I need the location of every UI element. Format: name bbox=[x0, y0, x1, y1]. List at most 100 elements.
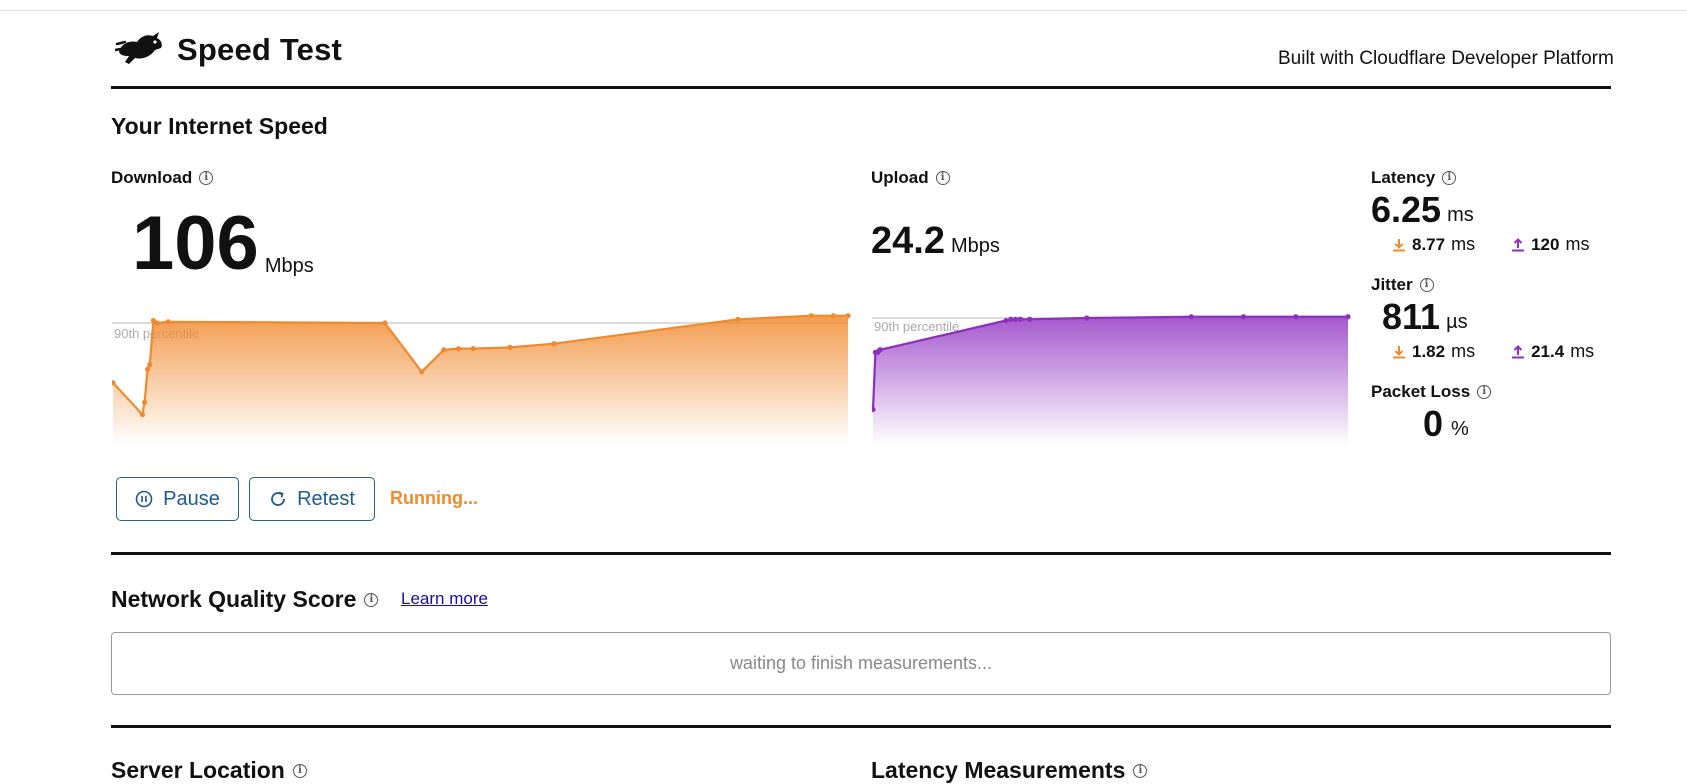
upload-point bbox=[1008, 316, 1014, 322]
download-info-icon[interactable]: i bbox=[199, 171, 214, 185]
packet-loss-label: Packet Loss i bbox=[1371, 382, 1492, 402]
latency-measurements-info-icon[interactable]: i bbox=[1133, 763, 1148, 778]
jitter-value-group: 811 µs bbox=[1382, 299, 1468, 335]
retest-button[interactable]: Retest bbox=[249, 477, 375, 521]
jitter-value: 811 bbox=[1382, 296, 1441, 337]
download-point bbox=[830, 313, 836, 319]
quality-divider bbox=[111, 725, 1611, 728]
upload-point bbox=[1003, 317, 1009, 324]
latency-breakdown: 8.77 ms 120 ms bbox=[1392, 234, 1589, 255]
jitter-unit: µs bbox=[1446, 311, 1468, 333]
latency-info-icon[interactable]: i bbox=[1442, 171, 1457, 185]
download-point bbox=[147, 361, 153, 368]
download-unit: Mbps bbox=[264, 255, 314, 277]
jitter-up-value: 21.4 bbox=[1531, 341, 1565, 361]
packet-loss-info-icon[interactable]: i bbox=[1477, 385, 1492, 399]
download-point bbox=[455, 346, 462, 352]
upload-arrow-icon bbox=[1512, 344, 1525, 358]
upload-point bbox=[1293, 314, 1299, 320]
latency-up-value: 120 bbox=[1531, 234, 1560, 254]
network-quality-title: Network Quality Score bbox=[111, 586, 357, 612]
upload-unit: Mbps bbox=[950, 235, 1000, 257]
top-border bbox=[0, 10, 1687, 11]
download-point bbox=[419, 369, 425, 375]
network-quality-info-icon[interactable]: i bbox=[364, 592, 379, 607]
download-point bbox=[845, 313, 851, 319]
speed-divider bbox=[111, 552, 1611, 555]
latency-value-group: 6.25 ms bbox=[1371, 192, 1474, 228]
download-point bbox=[150, 317, 157, 324]
network-quality-placeholder: waiting to finish measurements... bbox=[729, 653, 993, 673]
upload-point bbox=[1084, 315, 1090, 321]
upload-point bbox=[1017, 316, 1023, 322]
upload-point bbox=[1027, 316, 1033, 322]
download-point bbox=[139, 411, 145, 418]
download-label: Download i bbox=[111, 168, 214, 188]
download-area bbox=[113, 315, 848, 445]
server-location-info-icon[interactable]: i bbox=[292, 763, 307, 778]
download-point bbox=[154, 320, 160, 326]
pause-button-label: Pause bbox=[163, 487, 220, 510]
built-with-text: Built with Cloudflare Developer Platform bbox=[1278, 48, 1614, 69]
network-quality-header: Network Quality Score i bbox=[111, 586, 379, 613]
latency-down-value: 8.77 bbox=[1412, 234, 1446, 254]
jitter-info-icon[interactable]: i bbox=[1419, 278, 1434, 292]
download-point bbox=[507, 344, 513, 350]
upload-point bbox=[1188, 314, 1194, 320]
upload-percentile-label: 90th percentile bbox=[874, 319, 959, 334]
server-location-title: Server Location bbox=[111, 757, 285, 783]
speed-section-title: Your Internet Speed bbox=[111, 113, 328, 139]
rabbit-logo-icon bbox=[115, 32, 162, 64]
upload-point bbox=[872, 406, 876, 413]
jitter-label: Jitter i bbox=[1371, 275, 1434, 295]
network-quality-box: waiting to finish measurements... bbox=[111, 632, 1611, 695]
download-value-group: 106 Mbps bbox=[132, 206, 314, 282]
packet-loss-value-group: 0 % bbox=[1423, 406, 1469, 442]
upload-point bbox=[1345, 314, 1351, 320]
packet-loss-unit: % bbox=[1451, 418, 1469, 440]
download-point bbox=[551, 341, 557, 347]
latency-value: 6.25 bbox=[1371, 189, 1442, 230]
app-title: Speed Test bbox=[177, 32, 343, 67]
upload-point bbox=[1012, 316, 1019, 322]
upload-point bbox=[877, 347, 883, 353]
download-point bbox=[144, 366, 151, 372]
latency-down-unit: ms bbox=[1451, 234, 1476, 254]
header-divider bbox=[111, 86, 1611, 89]
download-value: 106 bbox=[132, 201, 259, 286]
learn-more-link[interactable]: Learn more bbox=[401, 589, 488, 608]
download-chart: 90th percentile bbox=[112, 313, 851, 445]
download-arrow-icon bbox=[1393, 238, 1405, 251]
upload-points bbox=[872, 314, 1351, 413]
pause-icon bbox=[135, 490, 153, 508]
test-status: Running... bbox=[390, 488, 478, 508]
server-location-header: Server Location i bbox=[111, 757, 307, 784]
upload-chart: 90th percentile bbox=[872, 314, 1351, 445]
upload-value: 24.2 bbox=[871, 220, 945, 262]
pause-button[interactable]: Pause bbox=[116, 477, 239, 521]
download-arrow-icon bbox=[1393, 345, 1405, 358]
latency-label: Latency i bbox=[1371, 168, 1457, 188]
download-point bbox=[441, 347, 447, 353]
jitter-breakdown: 1.82 ms 21.4 ms bbox=[1392, 341, 1594, 362]
jitter-down-unit: ms bbox=[1451, 341, 1476, 361]
upload-info-icon[interactable]: i bbox=[935, 171, 950, 185]
upload-label: Upload i bbox=[871, 168, 950, 188]
download-point bbox=[470, 346, 476, 352]
upload-point bbox=[1240, 314, 1247, 320]
packet-loss-value: 0 bbox=[1423, 403, 1444, 444]
refresh-icon bbox=[271, 491, 285, 506]
download-point bbox=[735, 316, 741, 322]
download-points bbox=[112, 313, 851, 418]
download-point bbox=[808, 313, 814, 319]
download-point bbox=[165, 319, 171, 325]
upload-arrow-icon bbox=[1512, 237, 1525, 251]
latency-measurements-header: Latency Measurements i bbox=[871, 757, 1148, 784]
latency-measurements-title: Latency Measurements bbox=[871, 757, 1126, 783]
retest-button-label: Retest bbox=[297, 487, 355, 510]
latency-up-unit: ms bbox=[1565, 234, 1590, 254]
upload-value-group: 24.2 Mbps bbox=[871, 222, 1000, 260]
download-point bbox=[142, 399, 148, 405]
jitter-down-value: 1.82 bbox=[1412, 341, 1446, 361]
download-point bbox=[382, 320, 388, 326]
